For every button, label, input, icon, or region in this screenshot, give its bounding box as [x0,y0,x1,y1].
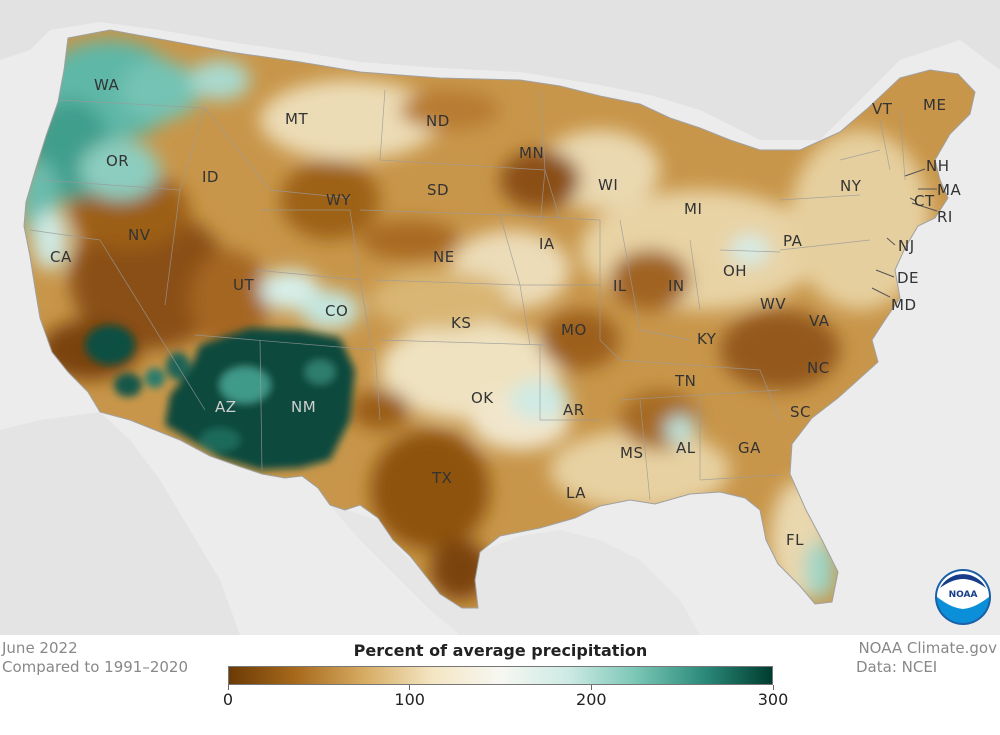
period-text: June 2022 [2,639,78,657]
state-label-oh: OH [723,262,748,280]
footer: June 2022 Compared to 1991–2020 NOAA Cli… [0,635,1000,735]
state-label-mo: MO [561,321,587,339]
legend-tick-label: 0 [222,690,234,709]
state-label-md: MD [891,296,917,314]
legend-tick [772,685,774,690]
state-label-pa: PA [783,232,803,250]
state-label-nh: NH [926,157,950,175]
state-label-mi: MI [684,200,703,218]
label-leader-lines [871,168,938,298]
state-label-ne: NE [433,248,455,266]
state-label-wv: WV [760,295,787,313]
state-label-fl: FL [786,531,804,549]
state-label-wi: WI [598,176,619,194]
state-label-il: IL [613,277,627,295]
legend-tick-label: 100 [394,690,425,709]
legend-tick-label: 200 [576,690,607,709]
state-label-sc: SC [790,403,811,421]
legend-tick-label: 300 [757,690,789,709]
legend-tick [590,685,592,690]
state-label-nd: ND [426,112,450,130]
state-label-tn: TN [675,372,697,390]
legend-tick [227,685,229,690]
state-label-in: IN [668,277,685,295]
legend-tick [409,685,411,690]
legend-colorbar [228,666,773,685]
state-label-ia: IA [539,235,555,253]
state-label-id: ID [202,168,219,186]
precipitation-map: WA OR CA NV ID MT WY UT CO AZ NM ND SD NE KS OK TX MN IA MO… [0,0,1000,635]
state-label-or: OR [106,152,130,170]
baseline-text: Compared to 1991–2020 [2,658,189,676]
state-label-tx: TX [432,469,453,487]
svg-text:NOAA: NOAA [949,590,978,600]
state-label-de: DE [897,269,920,287]
state-label-me: ME [923,96,947,114]
state-label-ma: MA [937,181,962,199]
state-label-az: AZ [215,398,237,416]
state-label-ut: UT [233,276,255,294]
state-label-al: AL [676,439,696,457]
state-label-wy: WY [326,191,351,209]
state-label-ca: CA [50,248,72,266]
state-label-ny: NY [840,177,862,195]
state-label-ok: OK [471,389,494,407]
state-label-mt: MT [285,110,309,128]
credit-text: NOAA Climate.gov [858,639,997,657]
state-label-va: VA [809,312,830,330]
state-label-ga: GA [738,439,761,457]
state-label-nj: NJ [898,237,915,255]
noaa-logo-icon: NOAA [935,569,991,625]
state-boundaries [29,89,906,501]
state-label-nv: NV [128,226,151,244]
state-label-co: CO [325,302,349,320]
state-label-ar: AR [563,401,585,419]
state-label-nc: NC [807,359,830,377]
map-graphic [23,29,976,609]
state-label-sd: SD [427,181,450,199]
state-label-wa: WA [94,76,120,94]
data-source-text: Data: NCEI [856,658,938,676]
state-label-ks: KS [451,314,472,332]
state-label-ms: MS [620,444,644,462]
legend-title: Percent of average precipitation [353,641,648,660]
noaa-logo: NOAA [934,568,992,626]
state-label-la: LA [566,484,586,502]
state-label-ct: CT [914,192,935,210]
state-label-mn: MN [519,144,545,162]
state-label-ky: KY [697,330,717,348]
state-label-ri: RI [937,208,953,226]
state-label-vt: VT [872,100,893,118]
state-label-nm: NM [291,398,317,416]
